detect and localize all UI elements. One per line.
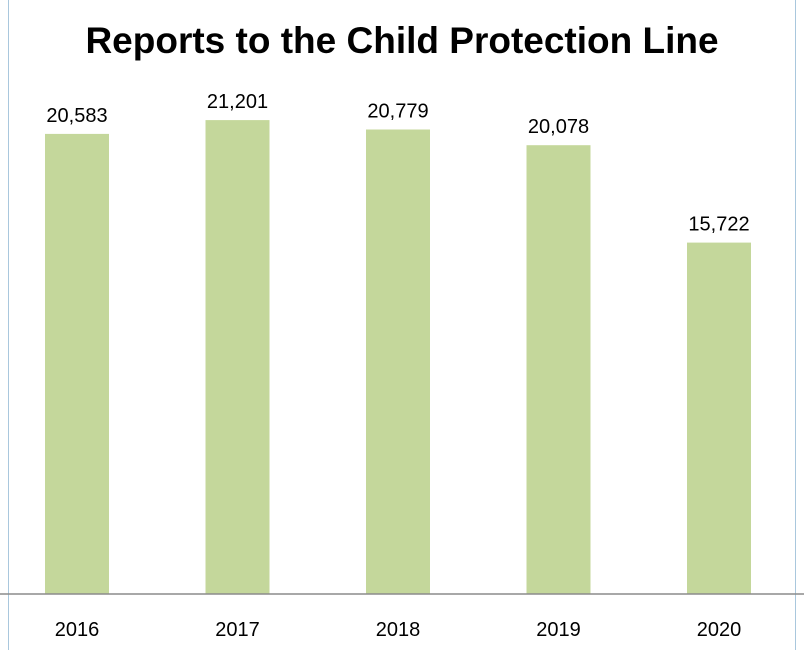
bar-2019 (526, 145, 591, 594)
chart-title: Reports to the Child Protection Line (85, 20, 719, 61)
x-tick-label-2019: 2019 (536, 619, 581, 641)
value-label-2019: 20,078 (528, 116, 589, 138)
bar-2018 (366, 129, 430, 594)
bar-2016 (45, 133, 109, 594)
x-tick-label-2016: 2016 (55, 619, 100, 641)
value-label-2017: 21,201 (207, 91, 268, 113)
x-tick-label-2018: 2018 (376, 619, 421, 641)
x-tick-label-2017: 2017 (215, 619, 260, 641)
frame-right-border (795, 0, 796, 650)
x-tick-label-2020: 2020 (697, 619, 742, 641)
value-label-2018: 20,779 (367, 101, 428, 123)
bar-2020 (687, 242, 751, 594)
value-label-2016: 20,583 (46, 105, 107, 127)
value-label-2020: 15,722 (688, 214, 749, 236)
frame-left-border (8, 0, 9, 650)
bars-layer (45, 120, 751, 594)
bar-2017 (205, 120, 270, 594)
value-labels-layer: 20,583 21,201 20,779 20,078 15,722 (46, 91, 749, 236)
x-tick-labels-layer: 2016 2017 2018 2019 2020 (55, 619, 742, 641)
